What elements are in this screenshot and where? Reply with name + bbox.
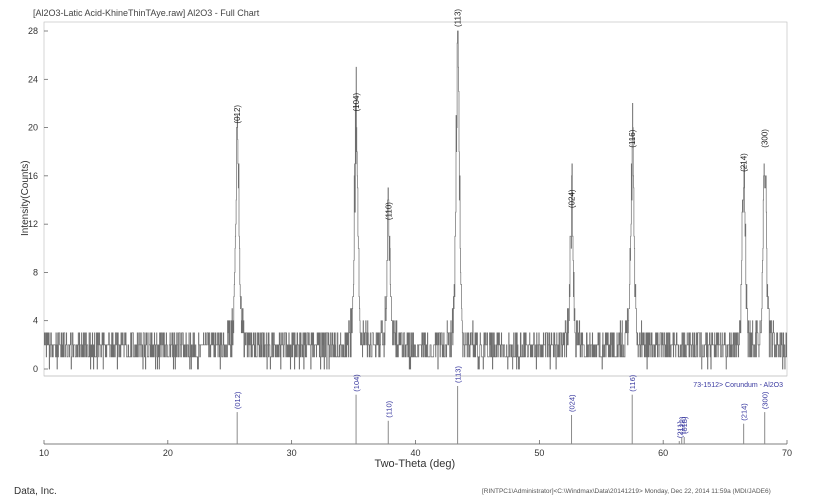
x-tick-label: 70 — [782, 448, 792, 458]
reference-label: (012) — [233, 391, 242, 409]
chart-title: [Al2O3-Latic Acid-KhineThinTAye.raw] Al2… — [33, 8, 260, 18]
peak-label: (104) — [352, 92, 361, 111]
peak-label: (300) — [761, 129, 770, 148]
x-axis-label: Two-Theta (deg) — [374, 458, 456, 470]
reference-name: 73-1512> Corundum - Al2O3 — [693, 382, 783, 389]
reference-label: (104) — [352, 374, 361, 392]
y-tick-label: 16 — [28, 171, 38, 181]
x-tick-label: 30 — [287, 448, 297, 458]
y-tick-label: 8 — [33, 267, 38, 277]
peak-label: (110) — [384, 202, 393, 220]
y-tick-label: 12 — [28, 219, 38, 229]
reference-label: (110) — [384, 400, 393, 417]
peak-label: (113) — [454, 9, 463, 27]
y-tick-label: 24 — [28, 74, 38, 84]
reference-label: (018) — [680, 416, 689, 434]
y-axis-label: Intensity(Counts) — [20, 160, 31, 236]
company-footer: Data, Inc. — [14, 486, 57, 497]
peak-label: (214) — [740, 153, 749, 172]
x-tick-label: 60 — [658, 448, 668, 458]
reference-label: (116) — [628, 374, 637, 391]
reference-label: (122) — [678, 416, 687, 434]
reference-label: (024) — [568, 394, 577, 412]
file-path-footer: [RINTPC1\Administrator]<C:\Windmax\Data\… — [482, 488, 771, 495]
reference-label: (113) — [454, 366, 463, 383]
x-tick-label: 10 — [39, 448, 49, 458]
y-tick-label: 28 — [28, 26, 38, 36]
reference-label: (300) — [761, 391, 770, 409]
y-tick-label: 20 — [28, 123, 38, 133]
x-tick-label: 40 — [410, 448, 420, 458]
peak-label: (024) — [568, 189, 577, 208]
y-tick-label: 4 — [33, 316, 38, 326]
reference-label: (214) — [740, 403, 749, 421]
peak-label: (012) — [233, 105, 242, 124]
diffraction-pattern — [44, 30, 787, 370]
x-tick-label: 20 — [163, 448, 173, 458]
x-tick-label: 50 — [534, 448, 544, 458]
reference-label: (211) — [675, 421, 684, 438]
plot-frame — [43, 21, 788, 377]
y-tick-label: 0 — [33, 364, 38, 374]
peak-label: (116) — [628, 129, 637, 147]
